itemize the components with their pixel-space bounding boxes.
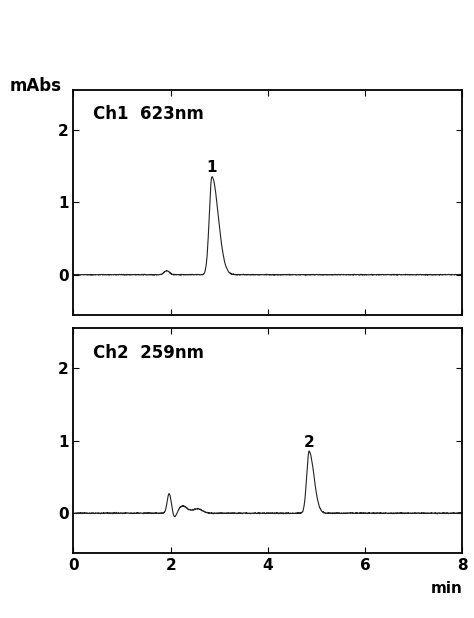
Text: Ch1  623nm: Ch1 623nm — [93, 105, 204, 124]
Text: Ch2  259nm: Ch2 259nm — [93, 344, 204, 362]
Text: min: min — [430, 581, 462, 596]
Text: 2: 2 — [304, 435, 314, 450]
Text: mAbs: mAbs — [9, 77, 62, 95]
Text: 1: 1 — [207, 160, 217, 176]
